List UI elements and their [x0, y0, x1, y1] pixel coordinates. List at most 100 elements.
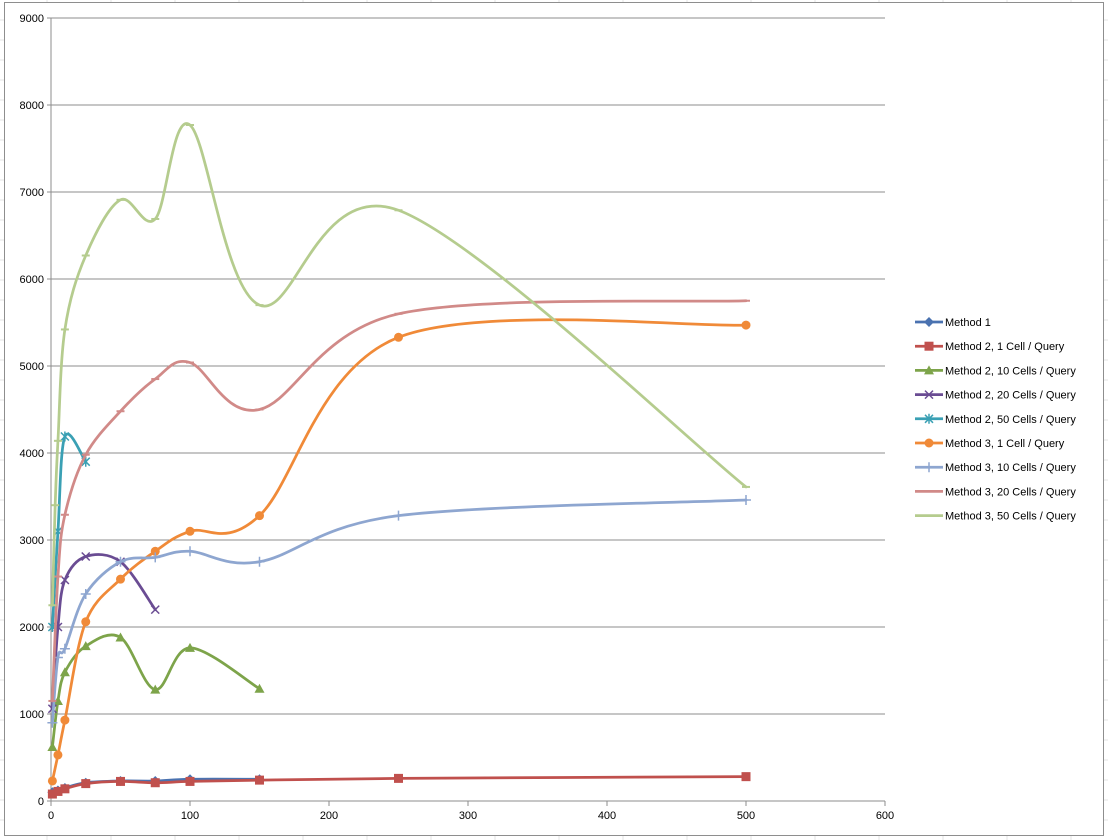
series-line [51, 432, 88, 629]
series-4 [47, 551, 160, 714]
data-point-marker [116, 776, 125, 786]
y-tick-label: 3000 [20, 535, 44, 547]
legend-entry[interactable]: Method 2, 10 Cells / Query [915, 365, 1076, 377]
data-point-marker [47, 789, 57, 799]
data-point-marker [115, 556, 126, 567]
data-point-marker [80, 641, 91, 651]
legend-label: Method 3, 1 Cell / Query [945, 438, 1065, 450]
data-point-marker [255, 775, 264, 785]
legend-entry[interactable]: Method 3, 1 Cell / Query [915, 438, 1065, 450]
data-point-marker [150, 684, 161, 694]
data-point-marker [80, 588, 91, 599]
legend-label: Method 2, 1 Cell / Query [945, 341, 1065, 353]
data-point-marker [59, 643, 70, 654]
data-point-marker [255, 511, 264, 521]
y-tick-label: 6000 [20, 274, 44, 286]
data-point-marker [185, 776, 195, 786]
legend-entry[interactable]: Method 2, 20 Cells / Query [915, 390, 1076, 402]
plot-series [47, 122, 751, 799]
data-point-marker [52, 695, 63, 705]
legend-label: Method 3, 10 Cells / Query [945, 462, 1076, 474]
data-point-marker [741, 494, 751, 505]
y-tick-label: 9000 [20, 13, 44, 25]
data-point-marker [115, 632, 126, 642]
legend-marker-swatch [924, 438, 934, 448]
legend-marker-swatch [924, 341, 934, 351]
x-tick-label: 0 [48, 810, 54, 822]
y-tick-label: 8000 [20, 100, 44, 112]
legend-label: Method 3, 20 Cells / Query [945, 486, 1076, 498]
series-9 [48, 122, 750, 607]
data-point-marker [60, 715, 70, 725]
data-point-marker [394, 773, 403, 783]
y-tick-label: 4000 [20, 448, 44, 460]
legend-marker-swatch [924, 317, 934, 327]
series-6 [47, 318, 751, 786]
legend-marker-swatch [924, 413, 934, 424]
data-point-marker [60, 784, 70, 794]
x-tick-label: 100 [181, 810, 199, 822]
gridlines [51, 17, 885, 715]
data-point-marker [741, 320, 751, 330]
x-tick-label: 600 [876, 810, 894, 822]
legend-entry[interactable]: Method 3, 10 Cells / Query [915, 462, 1076, 474]
legend[interactable]: Method 1 Method 2, 1 Cell / Query Method 2… [915, 317, 1076, 523]
data-point-marker [47, 776, 57, 786]
series-7 [47, 494, 751, 728]
data-point-marker [47, 717, 58, 728]
data-point-marker [53, 750, 63, 760]
legend-label: Method 2, 10 Cells / Query [945, 365, 1076, 377]
x-tick-label: 500 [737, 810, 755, 822]
series-line [51, 299, 748, 703]
legend-label: Method 1 [945, 317, 991, 329]
data-point-marker [741, 772, 751, 782]
data-point-marker [81, 551, 91, 562]
data-point-marker [254, 556, 265, 567]
legend-marker-swatch [924, 462, 934, 473]
data-point-marker [59, 667, 70, 677]
y-tick-label: 2000 [20, 622, 44, 634]
data-point-marker [150, 605, 160, 615]
data-point-marker [81, 779, 91, 789]
data-point-marker [254, 683, 265, 693]
data-point-marker [53, 786, 63, 796]
legend-label: Method 2, 50 Cells / Query [945, 414, 1076, 426]
legend-label: Method 2, 20 Cells / Query [945, 390, 1076, 402]
data-point-marker [60, 431, 70, 442]
legend-entry[interactable]: Method 3, 20 Cells / Query [915, 486, 1076, 498]
chart-area[interactable]: 0 1000 2000 3000 4000 5000 6000 7000 8000 9000 0 1… [4, 2, 1104, 836]
x-tick-label: 300 [459, 810, 477, 822]
data-point-marker [185, 546, 195, 557]
legend-entry[interactable]: Method 1 [915, 317, 991, 329]
scatter-chart: 0 1000 2000 3000 4000 5000 6000 7000 8000 9000 0 1… [20, 13, 1077, 822]
legend-entry[interactable]: Method 2, 50 Cells / Query [915, 414, 1076, 426]
y-tick-label: 7000 [20, 187, 44, 199]
y-tick-label: 5000 [20, 361, 44, 373]
y-tick-label: 1000 [20, 709, 44, 721]
series-2 [47, 772, 751, 799]
series-8 [48, 299, 750, 703]
y-tick-label: 0 [38, 796, 44, 808]
data-point-marker [394, 332, 403, 342]
data-point-marker [185, 642, 195, 652]
data-point-marker [81, 617, 91, 627]
series-5 [47, 431, 91, 632]
data-point-marker [150, 778, 160, 788]
data-point-marker [47, 742, 58, 752]
legend-marker-swatch [924, 390, 934, 400]
x-tick-label: 200 [320, 810, 338, 822]
data-point-marker [185, 526, 195, 536]
legend-label: Method 3, 50 Cells / Query [945, 511, 1076, 523]
data-point-marker [150, 552, 161, 563]
series-line [51, 498, 748, 725]
x-tick-label: 400 [598, 810, 616, 822]
legend-entry[interactable]: Method 2, 1 Cell / Query [915, 341, 1065, 353]
legend-entry[interactable]: Method 3, 50 Cells / Query [915, 511, 1076, 523]
series-3 [47, 632, 265, 752]
series-line [51, 122, 748, 607]
data-point-marker [150, 546, 160, 556]
data-point-marker [116, 574, 125, 584]
legend-marker-swatch [924, 365, 934, 375]
y-axis: 0 1000 2000 3000 4000 5000 6000 7000 8000 9000 [20, 13, 52, 808]
data-point-marker [60, 575, 70, 585]
